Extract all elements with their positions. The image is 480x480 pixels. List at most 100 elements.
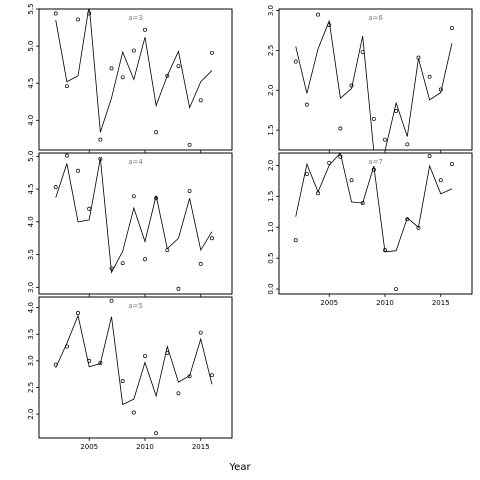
y-tick-label-a5: 2.5	[27, 382, 35, 393]
data-point-a5	[98, 361, 103, 365]
panel-a3: a=3 4.0 4.5 5.0 5.5	[27, 3, 233, 153]
data-point-a7	[360, 201, 365, 206]
data-point-a4	[165, 248, 170, 253]
data-point-a3	[209, 50, 214, 55]
data-point-a6	[327, 22, 332, 27]
y-tick-label-a7: 0.5	[267, 253, 275, 264]
data-point-a5	[187, 374, 192, 379]
data-point-a5	[198, 330, 203, 335]
y-tick-label-a3: 4.5	[27, 78, 35, 89]
data-point-a7	[394, 287, 399, 292]
data-point-a7	[349, 178, 354, 183]
x-tick-label-a7: 2005	[320, 299, 338, 307]
y-tick-label-a6: 2.5	[267, 45, 275, 56]
panel-data-a6	[293, 12, 454, 150]
panel-frame-a6	[278, 8, 473, 151]
y-tick-label-a7: 0.0	[267, 283, 275, 294]
data-point-a7	[293, 238, 298, 243]
data-point-a6	[316, 12, 320, 17]
data-point-a4	[98, 156, 103, 161]
data-point-a6	[293, 59, 298, 64]
panel-a7: a=7 0.0 0.5 1.0 1.5 2.0 2005 2010 2015	[267, 152, 473, 307]
panel-a4: a=4 3.0 3.5 4.0 4.5 5.0	[27, 151, 233, 297]
data-point-a3	[87, 11, 92, 16]
y-tick-label-a6: 2.0	[267, 85, 275, 96]
y-tick-label-a3: 4.0	[27, 115, 35, 126]
y-tick-label-a5: 3.0	[27, 355, 35, 366]
data-point-a4	[143, 257, 147, 262]
data-point-a5	[76, 311, 80, 315]
data-point-a4	[131, 194, 136, 199]
data-point-a6	[416, 55, 421, 60]
data-point-a4	[209, 236, 214, 241]
data-point-a3	[98, 137, 103, 142]
x-tick-label-a5: 2005	[80, 443, 98, 451]
data-point-a3	[198, 98, 203, 103]
data-point-a7	[438, 178, 443, 183]
data-point-a6	[371, 116, 376, 121]
y-tick-label-a4: 4.5	[27, 183, 35, 194]
data-point-a4	[176, 286, 181, 291]
data-point-a4	[120, 261, 125, 266]
panel-a5: a=5 2.0 2.5 3.0 3.5 4.0 2005 2010 2015	[27, 296, 233, 451]
panel-data-a3	[53, 9, 214, 147]
y-tick-label-a4: 3.5	[27, 249, 35, 260]
y-tick-label-a4: 4.0	[27, 216, 35, 227]
series-line-a6	[295, 19, 453, 150]
data-point-a7	[316, 191, 320, 196]
panel-title-a6: a=6	[368, 14, 383, 22]
data-point-a6	[304, 102, 309, 107]
x-tick-label-a7: 2010	[376, 299, 394, 307]
panel-frame-a4	[38, 152, 233, 295]
x-tick-label-a5: 2015	[192, 443, 210, 451]
series-line-a3	[55, 9, 213, 133]
y-tick-label-a5: 4.0	[27, 302, 35, 313]
panel-a6: a=6 1.5 2.0 2.5 3.0	[267, 5, 473, 153]
data-point-a3	[187, 142, 192, 147]
data-point-a4	[109, 266, 114, 271]
data-point-a3	[120, 75, 125, 80]
data-point-a5	[87, 358, 92, 363]
data-point-a3	[109, 66, 114, 71]
data-point-a7	[371, 167, 376, 172]
data-point-a4	[53, 185, 58, 190]
data-point-a7	[327, 160, 332, 165]
y-tick-label-a7: 2.0	[267, 160, 275, 171]
panel-frame-a5	[38, 296, 233, 439]
data-point-a6	[360, 50, 365, 54]
y-tick-label-a3: 5.5	[27, 3, 35, 14]
panel-data-a4	[53, 153, 214, 291]
data-point-a5	[143, 354, 147, 359]
panel-title-a3: a=3	[128, 14, 143, 22]
series-line-a7	[295, 153, 453, 253]
y-tick-label-a5: 2.0	[27, 408, 35, 419]
data-point-a5	[53, 362, 58, 367]
data-point-a6	[449, 26, 454, 31]
x-tick-label-a7: 2015	[432, 299, 450, 307]
data-point-a5	[154, 431, 159, 436]
data-point-a4	[187, 189, 192, 193]
panel-title-a4: a=4	[128, 158, 143, 166]
data-point-a5	[109, 298, 114, 303]
data-point-a5	[131, 410, 136, 415]
data-point-a6	[349, 83, 354, 88]
data-point-a3	[53, 11, 58, 16]
panel-data-a5	[53, 298, 214, 436]
data-point-a3	[64, 84, 69, 89]
data-point-a5	[176, 391, 181, 396]
data-point-a7	[338, 154, 343, 159]
data-point-a5	[209, 373, 214, 378]
y-tick-label-a3: 5.0	[27, 41, 35, 52]
data-point-a5	[64, 344, 69, 349]
data-point-a3	[143, 27, 147, 32]
data-point-a7	[383, 248, 387, 253]
data-point-a3	[76, 17, 80, 22]
data-point-a7	[405, 217, 410, 222]
data-point-a3	[154, 130, 159, 135]
y-tick-label-a5: 3.5	[27, 329, 35, 340]
y-tick-label-a4: 3.0	[27, 282, 35, 293]
x-tick-label-a5: 2010	[136, 443, 154, 451]
series-line-a4	[55, 158, 213, 274]
data-point-a6	[405, 142, 410, 147]
y-tick-label-a6: 1.5	[267, 125, 275, 136]
